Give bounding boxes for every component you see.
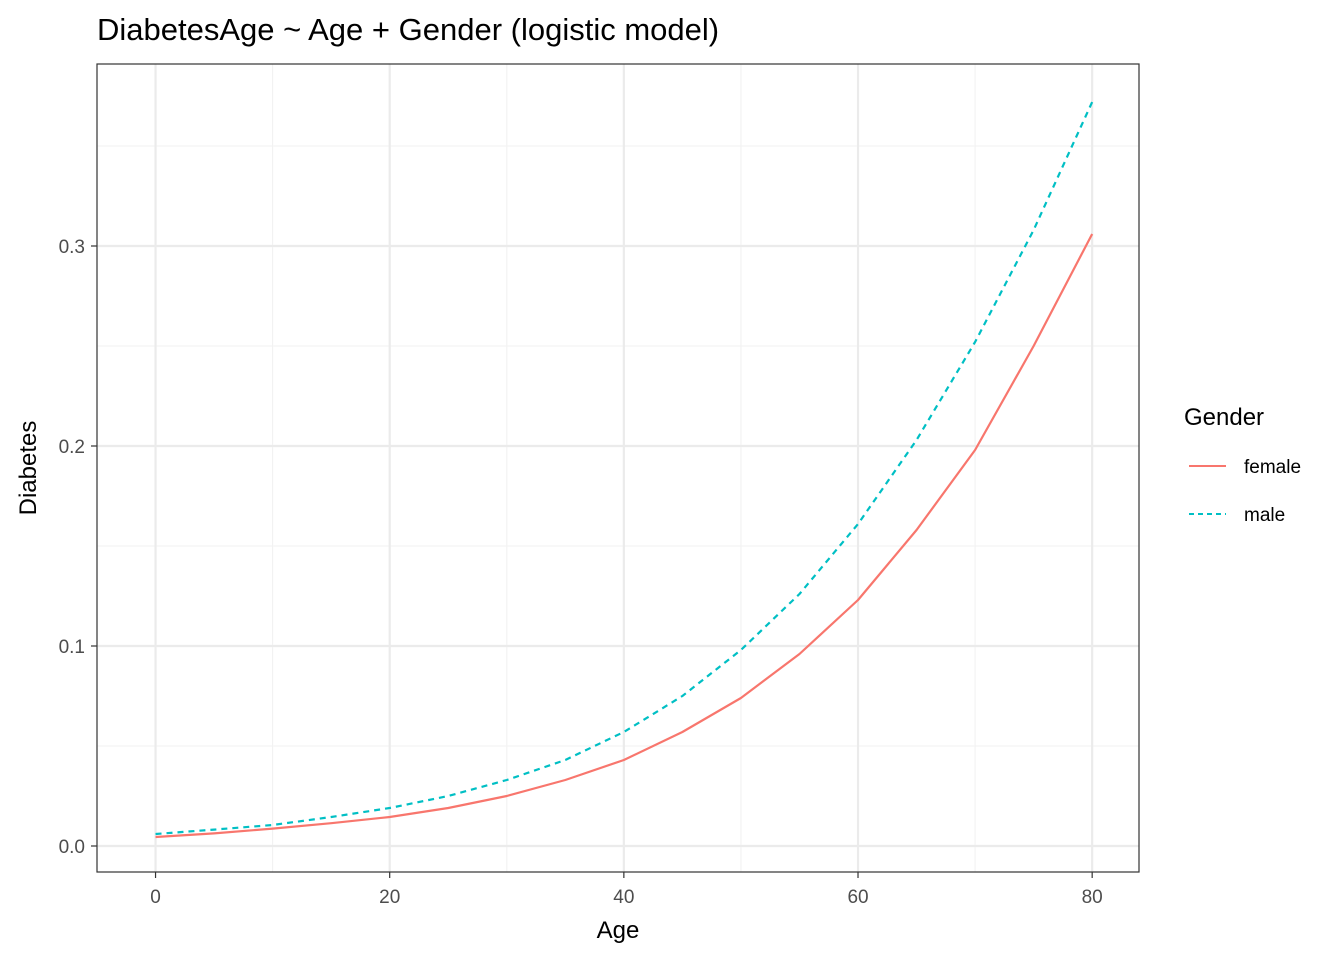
x-tick-label: 60 bbox=[847, 887, 868, 908]
y-axis: 0.0 0.1 0.2 0.3 bbox=[59, 237, 97, 858]
x-tick-label: 40 bbox=[613, 887, 634, 908]
legend: Gender female male bbox=[1184, 404, 1301, 526]
y-tick-label: 0.0 bbox=[59, 837, 85, 858]
chart-title: DiabetesAge ~ Age + Gender (logistic mod… bbox=[97, 12, 719, 47]
x-axis-title: Age bbox=[597, 917, 640, 944]
y-tick-label: 0.3 bbox=[59, 237, 85, 258]
plot-panel bbox=[96, 63, 1140, 873]
y-tick-label: 0.1 bbox=[59, 637, 85, 658]
x-axis: 0 20 40 60 80 bbox=[150, 872, 1103, 908]
legend-title: Gender bbox=[1184, 404, 1264, 431]
x-tick-label: 0 bbox=[150, 887, 161, 908]
x-tick-label: 80 bbox=[1082, 887, 1103, 908]
y-tick-label: 0.2 bbox=[59, 437, 85, 458]
panel-border bbox=[96, 63, 1140, 873]
legend-label-male: male bbox=[1244, 505, 1285, 526]
series-line-male bbox=[155, 101, 1094, 836]
y-axis-title: Diabetes bbox=[15, 421, 42, 516]
series-line-female bbox=[155, 233, 1094, 839]
legend-label-female: female bbox=[1244, 457, 1301, 478]
x-tick-label: 20 bbox=[379, 887, 400, 908]
